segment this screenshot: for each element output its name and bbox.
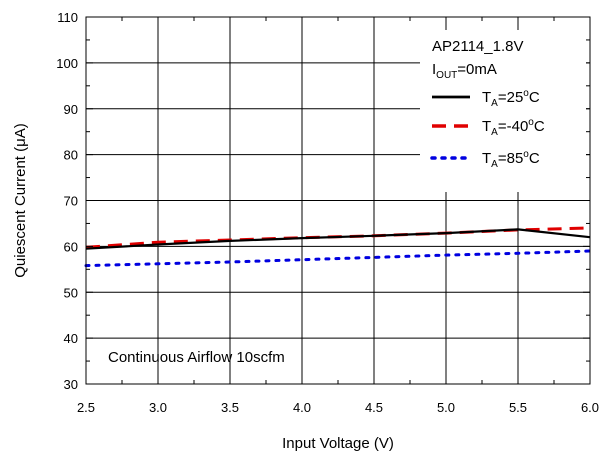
legend-header-rest: =0mA [457, 61, 497, 78]
y-tick-label: 60 [64, 239, 78, 254]
x-tick-label: 4.5 [365, 400, 383, 415]
series-layer [84, 226, 592, 268]
legend-background [420, 30, 586, 192]
x-tick-label: 5.5 [509, 400, 527, 415]
annotation-text: Continuous Airflow 10scfm [108, 349, 285, 366]
label-layer: 2.5 3.0 3.5 4.0 4.5 5.0 5.5 6.0 30 40 50 60 70 80 90 10… [56, 10, 599, 415]
legend-header-condition: IOUT=0mA [432, 61, 497, 81]
x-tick-label: 5.0 [437, 400, 455, 415]
y-tick-label: 40 [64, 331, 78, 346]
series-line [85, 228, 591, 250]
legend-header-i: I [432, 61, 436, 78]
y-axis-title: Quiescent Current (μA) [12, 123, 29, 278]
x-tick-label: 4.0 [293, 400, 311, 415]
y-tick-label: 110 [57, 10, 78, 25]
y-tick-label: 80 [64, 148, 78, 163]
legend-label: TA=85oC [482, 149, 540, 170]
legend-header-sub: OUT [436, 70, 457, 81]
y-tick-label: 100 [56, 56, 78, 71]
y-tick-label: 50 [64, 285, 78, 300]
x-axis-title: Input Voltage (V) [282, 435, 394, 452]
x-tick-label: 3.0 [149, 400, 167, 415]
tick-layer [85, 16, 591, 385]
y-tick-label: 30 [64, 377, 78, 392]
x-tick-label: 2.5 [77, 400, 95, 415]
series-line [84, 249, 592, 268]
legend-label: TA=25oC [482, 88, 540, 109]
legend-header-title: AP2114_1.8V [432, 38, 523, 55]
y-tick-label: 90 [64, 102, 78, 117]
x-tick-label: 3.5 [221, 400, 239, 415]
legend: AP2114_1.8V IOUT=0mA TA=25oC TA=-40oC TA=8… [420, 30, 586, 192]
x-tick-label: 6.0 [581, 400, 599, 415]
y-tick-label: 70 [64, 194, 78, 209]
legend-label: TA=-40oC [482, 117, 545, 138]
